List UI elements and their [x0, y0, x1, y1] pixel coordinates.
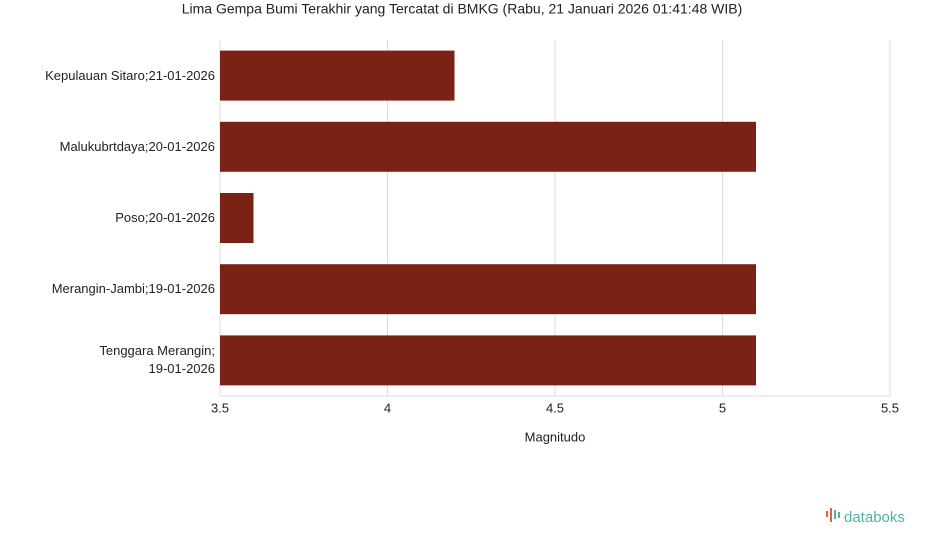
y-tick-label: Poso;20-01-2026 — [115, 210, 215, 225]
logo: databoks — [826, 508, 905, 526]
x-axis-label: Magnitudo — [525, 429, 586, 444]
x-tick-label: 4.5 — [546, 400, 564, 415]
logo-icon — [838, 512, 840, 518]
x-tick-label: 4 — [384, 400, 391, 415]
y-tick-label: Tenggara Merangin; 19-01-2026 — [99, 343, 215, 377]
logo-icon — [834, 510, 836, 519]
bar — [220, 335, 756, 386]
y-tick-label: Kepulauan Sitaro;21-01-2026 — [45, 67, 215, 83]
bar — [220, 121, 756, 172]
bar — [220, 264, 756, 315]
logo-icon — [826, 511, 828, 517]
x-tick-label: 5 — [719, 400, 726, 415]
bar — [220, 50, 455, 101]
logo-text: databoks — [844, 509, 905, 526]
chart-title: Lima Gempa Bumi Terakhir yang Tercatat d… — [182, 1, 743, 17]
bar — [220, 193, 254, 243]
logo-icon — [830, 508, 832, 522]
x-tick-label: 5.5 — [881, 400, 899, 415]
x-tick-label: 3.5 — [211, 400, 229, 415]
y-tick-label: Malukubrtdaya;20-01-2026 — [59, 138, 215, 154]
y-tick-label: Merangin-Jambi;19-01-2026 — [51, 281, 215, 297]
